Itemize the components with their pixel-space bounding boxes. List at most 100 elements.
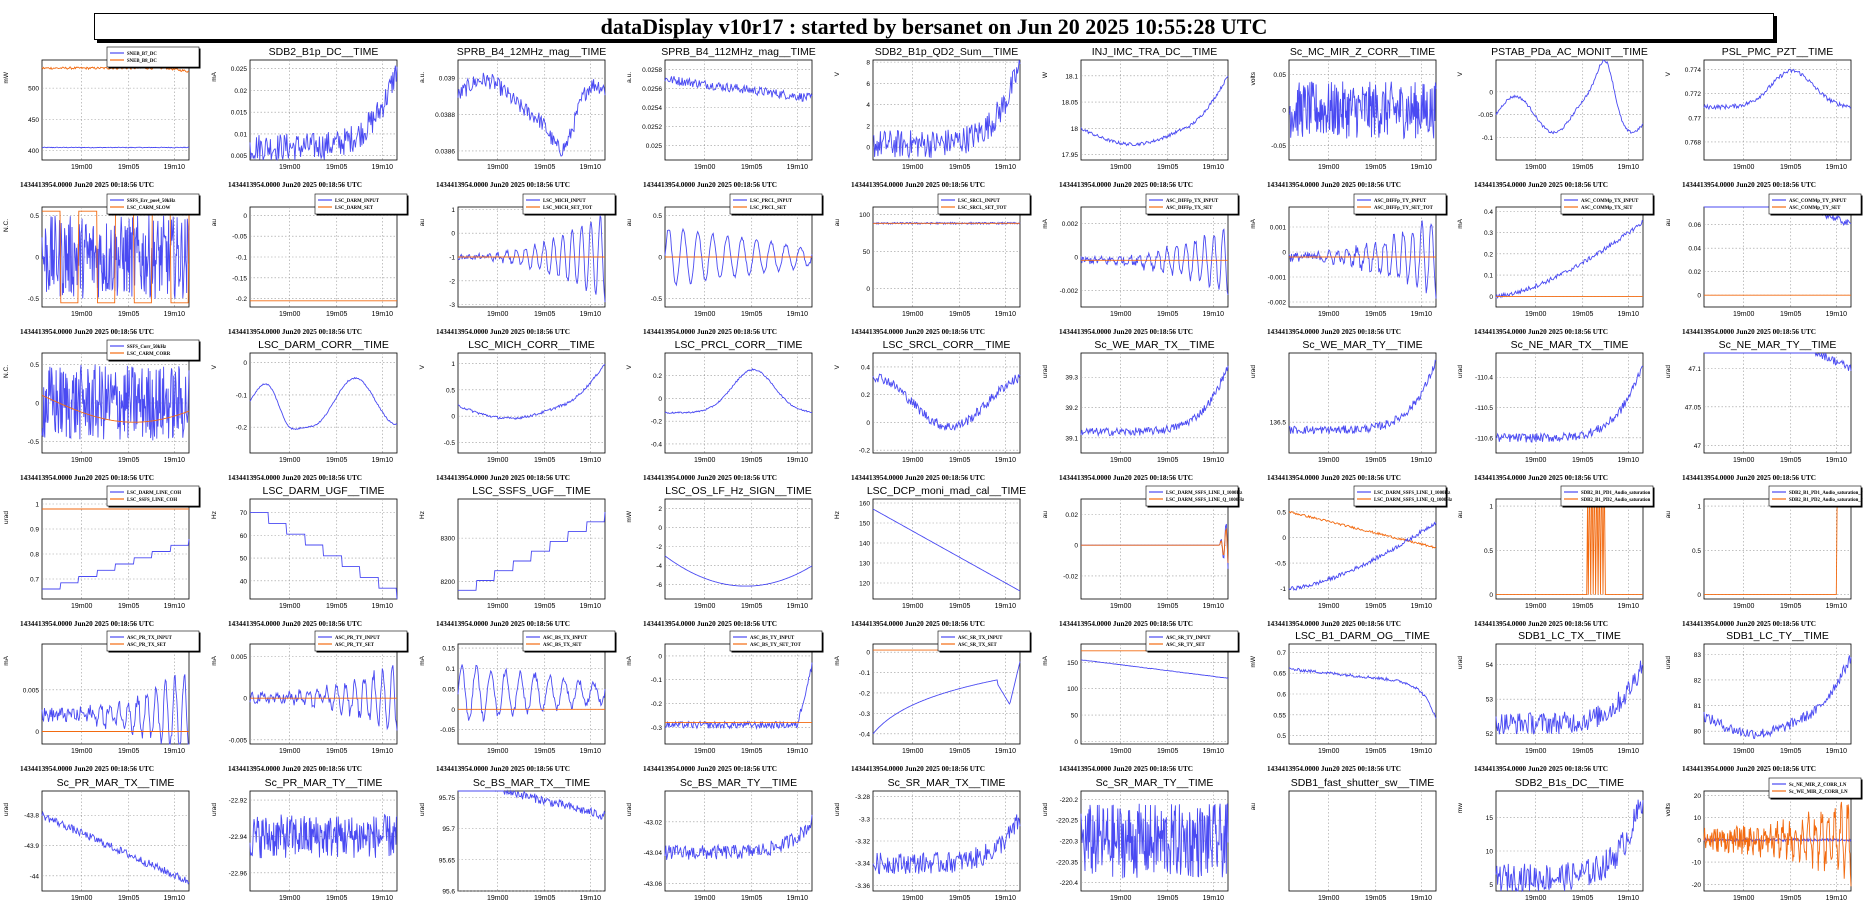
y-tick-label: 0.01 [234, 131, 247, 138]
y-unit-label: mA [834, 655, 841, 665]
y-tick-label: 0.1 [1484, 273, 1493, 280]
plot-title: Sc_WE_MAR_TY__TIME [1302, 339, 1422, 351]
plot-title: LSC_DARM_CORR__TIME [258, 339, 389, 351]
y-unit-label: urad [211, 803, 218, 816]
y-unit-label: volts [1250, 71, 1257, 85]
plot-title: Sc_NE_MAR_TY__TIME [1719, 339, 1837, 351]
x-tick-label: 19m00 [71, 457, 93, 464]
y-tick-label: -44 [30, 873, 40, 880]
legend-box [314, 193, 408, 215]
y-unit-label: mA [3, 655, 10, 665]
y-tick-label: -0.1 [651, 677, 663, 684]
x-tick-label: 19m05 [1572, 311, 1594, 318]
plot-footer-timestamp: 1434413954.0000 Jun20 2025 00:18:56 UTC [643, 765, 777, 773]
plot-footer-timestamp: 1434413954.0000 Jun20 2025 00:18:56 UTC [643, 328, 777, 336]
legend-box [1768, 485, 1862, 507]
y-tick-label: -20 [1692, 882, 1702, 889]
x-tick-label: 19m05 [949, 457, 971, 464]
y-unit-label: a.u. [626, 72, 633, 83]
x-tick-label: 19m10 [372, 603, 394, 610]
x-tick-label: 19m05 [1572, 457, 1594, 464]
y-tick-label: -0.2 [236, 296, 248, 303]
plot-panel: mA 19m00 19m05 19m10 0 0.1 0.2 0.3 0.4 ASC_COMMp_… [1457, 193, 1655, 336]
y-tick-label: 0.05 [442, 686, 455, 693]
plot-title: Sc_SR_MAR_TY__TIME [1096, 777, 1214, 789]
legend-entry: LSC_CARM_SLOW [127, 206, 171, 211]
x-tick-label: 19m00 [487, 457, 509, 464]
y-unit-label: Hz [211, 511, 218, 519]
y-tick-label: 130 [859, 561, 870, 568]
plot-frame [664, 352, 813, 454]
legend-box [106, 339, 200, 361]
plot-panel: volts 19m00 19m05 19m10 -20 -10 0 10 20 Sc_NE_MIR… [1665, 777, 1863, 902]
x-tick-label: 19m00 [1733, 603, 1755, 610]
x-tick-label: 19m10 [1618, 457, 1640, 464]
y-tick-label: -0.02 [1063, 573, 1078, 580]
legend-box [1768, 777, 1862, 799]
legend-entry: SDB2_B1_PD1_Audio_saturation [1581, 491, 1651, 496]
plot-panel: PSTAB_PDa_AC_MONIT__TIME V 19m00 19m05 19m10… [1457, 46, 1648, 189]
y-unit-label: au [211, 219, 218, 227]
plot-footer-timestamp: 1434413954.0000 Jun20 2025 00:18:56 UTC [228, 474, 362, 482]
plot-frame [1495, 206, 1644, 308]
y-tick-label: 0.5 [446, 387, 455, 394]
x-tick-label: 19m05 [1780, 603, 1802, 610]
y-tick-label: 4 [866, 102, 870, 109]
legend-entry: ASC_SR_TY_INPUT [1166, 636, 1211, 641]
x-tick-label: 19m00 [1318, 895, 1340, 901]
legend-entry: LSC_DARM_SSFS_LINE_Q_1000Hz [1166, 498, 1245, 503]
series-line [1704, 352, 1852, 371]
plot-title: SDB2_B1p_DC__TIME [269, 46, 379, 58]
plot-panel: mA 19m00 19m05 19m10 -0.3 -0.2 -0.1 0 ASC_BS_TY_… [626, 630, 824, 773]
x-tick-label: 19m05 [534, 457, 556, 464]
y-unit-label: urad [1042, 365, 1049, 378]
y-tick-label: 160 [859, 501, 870, 508]
x-tick-label: 19m00 [487, 164, 509, 171]
legend-entry: LSC_DARM_SET [335, 206, 374, 211]
x-tick-label: 19m00 [1733, 457, 1755, 464]
plot-footer-timestamp: 1434413954.0000 Jun20 2025 00:18:56 UTC [1267, 181, 1401, 189]
x-tick-label: 19m05 [949, 603, 971, 610]
y-tick-label: 60 [240, 533, 248, 540]
legend-entry: SSFS_Err_pos4_50kHz [127, 199, 176, 204]
plot-footer-timestamp: 1434413954.0000 Jun20 2025 00:18:56 UTC [1682, 181, 1816, 189]
y-tick-label: -0.05 [232, 234, 247, 241]
x-tick-label: 19m05 [1365, 895, 1387, 901]
y-tick-label: 0.0254 [642, 105, 662, 112]
y-tick-label: -0.002 [1060, 288, 1079, 295]
y-tick-label: 18.05 [1062, 100, 1079, 107]
series-line [664, 814, 813, 860]
y-tick-label: -0.002 [1268, 300, 1287, 307]
plot-title: SPRB_B4_12MHz_mag__TIME [457, 46, 606, 58]
plot-panel: urad 19m00 19m05 19m10 0.7 0.8 0.9 1 LSC_DARM_LI… [3, 485, 201, 628]
x-tick-label: 19m10 [164, 164, 186, 171]
plot-panel: au 19m00 19m05 19m10 0 0.02 0.04 0.06 ASC_COMMp_… [1665, 193, 1863, 336]
plot-title: Sc_WE_MAR_TX__TIME [1094, 339, 1214, 351]
legend-entry: ASC_SR_TX_INPUT [958, 636, 1003, 641]
y-tick-label: -0.5 [444, 440, 456, 447]
y-tick-label: 0.0256 [642, 86, 662, 93]
y-tick-label: 150 [859, 521, 870, 528]
x-tick-label: 19m10 [787, 164, 809, 171]
x-tick-label: 19m00 [1110, 457, 1132, 464]
x-tick-label: 19m05 [1780, 748, 1802, 755]
series-line [457, 664, 606, 723]
plot-frame [664, 643, 813, 745]
plot-footer-timestamp: 1434413954.0000 Jun20 2025 00:18:56 UTC [643, 474, 777, 482]
legend-box [729, 630, 823, 652]
plot-footer-timestamp: 1434413954.0000 Jun20 2025 00:18:56 UTC [1267, 328, 1401, 336]
plot-footer-timestamp: 1434413954.0000 Jun20 2025 00:18:56 UTC [20, 620, 154, 628]
x-tick-label: 19m10 [1203, 311, 1225, 318]
x-tick-label: 19m05 [949, 164, 971, 171]
x-tick-label: 19m10 [995, 748, 1017, 755]
plot-frame [457, 790, 606, 892]
y-tick-label: 39.1 [1065, 435, 1078, 442]
x-tick-label: 19m05 [1157, 311, 1179, 318]
x-tick-label: 19m00 [487, 603, 509, 610]
y-unit-label: urad [1250, 365, 1257, 378]
y-tick-label: -4 [656, 563, 662, 570]
y-tick-label: 0.4 [1484, 209, 1493, 216]
y-tick-label: 0.768 [1685, 139, 1702, 146]
y-tick-label: 0 [866, 650, 870, 657]
